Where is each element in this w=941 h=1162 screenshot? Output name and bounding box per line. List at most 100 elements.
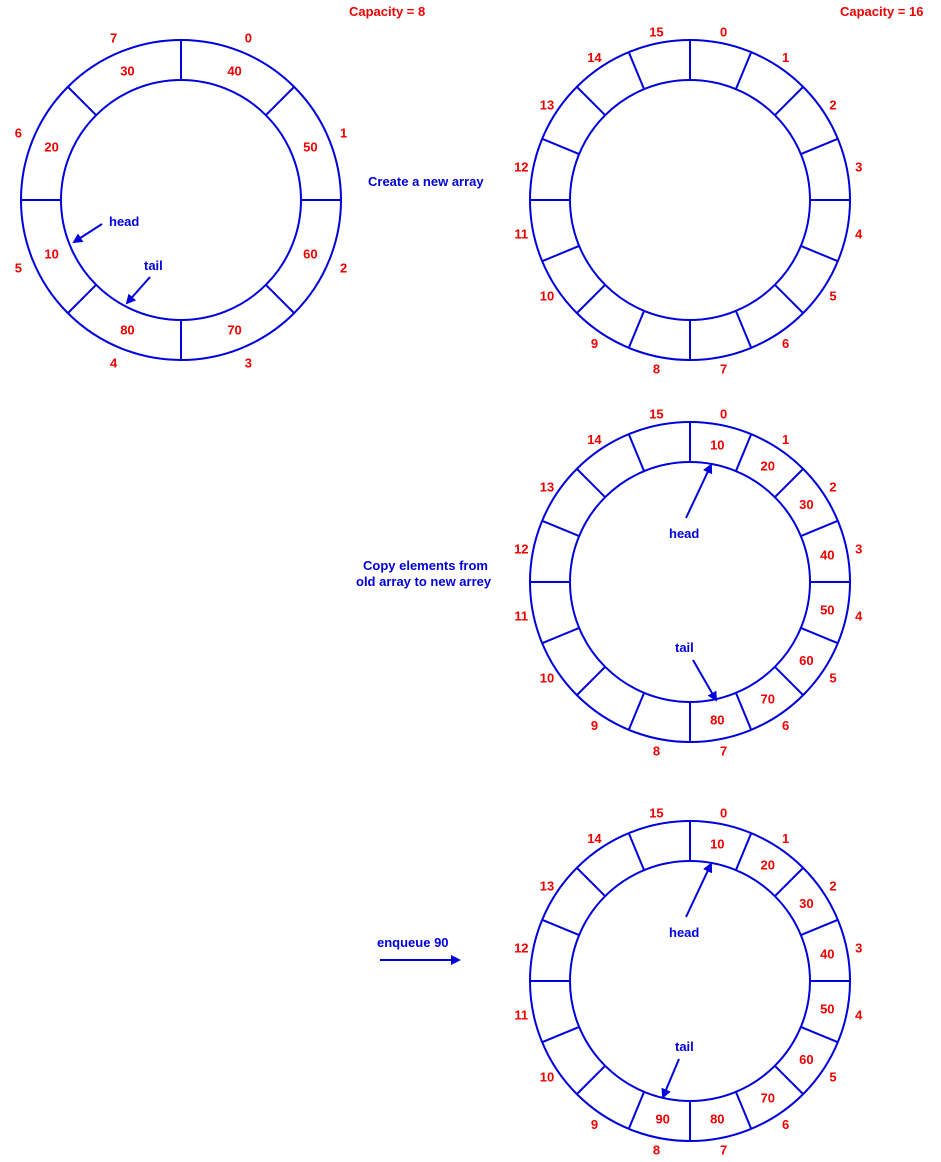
slot-value: 30 — [120, 64, 134, 79]
slot-index-label: 5 — [829, 1070, 836, 1085]
slot-value: 40 — [820, 947, 834, 962]
slot-index-label: 1 — [782, 50, 789, 65]
slot-divider — [734, 1091, 753, 1130]
slot-divider — [576, 666, 606, 696]
slot-index-label: 2 — [340, 260, 347, 275]
head-arrow-copied — [685, 463, 713, 519]
slot-divider — [800, 519, 839, 538]
ring-inner-circle — [569, 860, 811, 1102]
tail-arrow-enqueued — [661, 1058, 680, 1099]
slot-value: 10 — [710, 837, 724, 852]
slot-value: 10 — [44, 247, 58, 262]
step-copy-label-line2: old array to new arrey — [356, 574, 492, 589]
slot-divider — [627, 51, 646, 90]
slot-index-label: 5 — [829, 671, 836, 686]
slot-divider — [576, 867, 606, 897]
slot-index-label: 4 — [855, 227, 863, 242]
head-label-old: head — [109, 214, 139, 229]
slot-index-label: 9 — [591, 336, 598, 351]
slot-divider — [774, 86, 804, 116]
slot-divider — [576, 86, 606, 116]
slot-index-label: 6 — [782, 718, 789, 733]
slot-index-label: 13 — [540, 97, 554, 112]
slot-value: 10 — [710, 438, 724, 453]
slot-divider — [576, 284, 606, 314]
slot-index-label: 7 — [720, 362, 727, 377]
slot-index-label: 13 — [540, 878, 554, 893]
slot-value: 50 — [820, 602, 834, 617]
head-label-enqueued: head — [669, 925, 699, 940]
slot-divider — [734, 51, 753, 90]
slot-index-label: 14 — [587, 432, 602, 447]
slot-index-label: 12 — [514, 159, 528, 174]
tail-arrow-old — [125, 276, 151, 305]
capacity-label-new: Capacity = 16 — [840, 4, 923, 19]
slot-divider — [541, 519, 580, 538]
slot-divider — [541, 137, 580, 156]
slot-divider — [541, 244, 580, 263]
slot-index-label: 6 — [782, 1117, 789, 1132]
slot-divider — [774, 867, 804, 897]
ring-inner-circle — [60, 79, 302, 321]
slot-index-label: 13 — [540, 479, 554, 494]
tail-label-old: tail — [144, 258, 163, 273]
slot-index-label: 7 — [110, 30, 117, 45]
slot-index-label: 8 — [653, 744, 660, 759]
slot-value: 70 — [761, 691, 775, 706]
slot-index-label: 10 — [540, 1070, 554, 1085]
capacity-label-old: Capacity = 8 — [349, 4, 425, 19]
slot-value: 90 — [655, 1111, 669, 1126]
slot-divider — [265, 86, 295, 116]
slot-divider — [800, 918, 839, 937]
slot-index-label: 3 — [245, 356, 252, 371]
slot-index-label: 12 — [514, 541, 528, 556]
slot-divider — [734, 692, 753, 731]
slot-divider — [800, 137, 839, 156]
slot-index-label: 5 — [15, 260, 22, 275]
slot-index-label: 8 — [653, 1143, 660, 1158]
ring-new-array-enqueued: 0 10 1 20 2 30 3 40 4 50 5 60 6 70 7 80 8 90 9 10 11 12 13 14 15 — [514, 805, 863, 1157]
slot-index-label: 11 — [514, 227, 528, 242]
slot-index-label: 9 — [591, 1117, 598, 1132]
slot-index-label: 14 — [587, 831, 602, 846]
slot-index-label: 9 — [591, 718, 598, 733]
slot-index-label: 4 — [855, 609, 863, 624]
slot-divider — [265, 284, 295, 314]
slot-value: 60 — [799, 1052, 813, 1067]
slot-divider — [774, 1065, 804, 1095]
ring-old-array: 0 40 1 50 2 60 3 70 4 80 5 10 6 20 7 30 — [15, 30, 347, 370]
slot-value: 40 — [227, 64, 241, 79]
slot-value: 80 — [710, 712, 724, 727]
slot-divider — [627, 1091, 646, 1130]
slot-value: 80 — [710, 1111, 724, 1126]
ring-inner-circle — [569, 461, 811, 703]
slot-value: 30 — [799, 497, 813, 512]
slot-divider — [627, 310, 646, 349]
slot-index-label: 15 — [649, 24, 663, 39]
slot-value: 40 — [820, 548, 834, 563]
slot-index-label: 11 — [514, 609, 528, 624]
slot-divider — [576, 468, 606, 498]
slot-value: 20 — [44, 139, 58, 154]
slot-index-label: 10 — [540, 289, 554, 304]
slot-index-label: 7 — [720, 744, 727, 759]
tail-arrow-copied — [692, 659, 717, 702]
slot-index-label: 2 — [829, 97, 836, 112]
slot-index-label: 1 — [782, 432, 789, 447]
slot-index-label: 0 — [720, 805, 727, 820]
slot-index-label: 0 — [245, 30, 252, 45]
slot-index-label: 1 — [340, 126, 347, 141]
slot-value: 80 — [120, 322, 134, 337]
slot-index-label: 0 — [720, 24, 727, 39]
step-enqueue-label: enqueue 90 — [377, 935, 449, 950]
slot-divider — [627, 832, 646, 871]
slot-divider — [67, 284, 97, 314]
slot-divider — [774, 666, 804, 696]
slot-index-label: 0 — [720, 406, 727, 421]
slot-index-label: 12 — [514, 940, 528, 955]
head-arrow-old — [72, 223, 103, 244]
slot-value: 70 — [227, 322, 241, 337]
slot-value: 50 — [303, 139, 317, 154]
slot-divider — [734, 832, 753, 871]
